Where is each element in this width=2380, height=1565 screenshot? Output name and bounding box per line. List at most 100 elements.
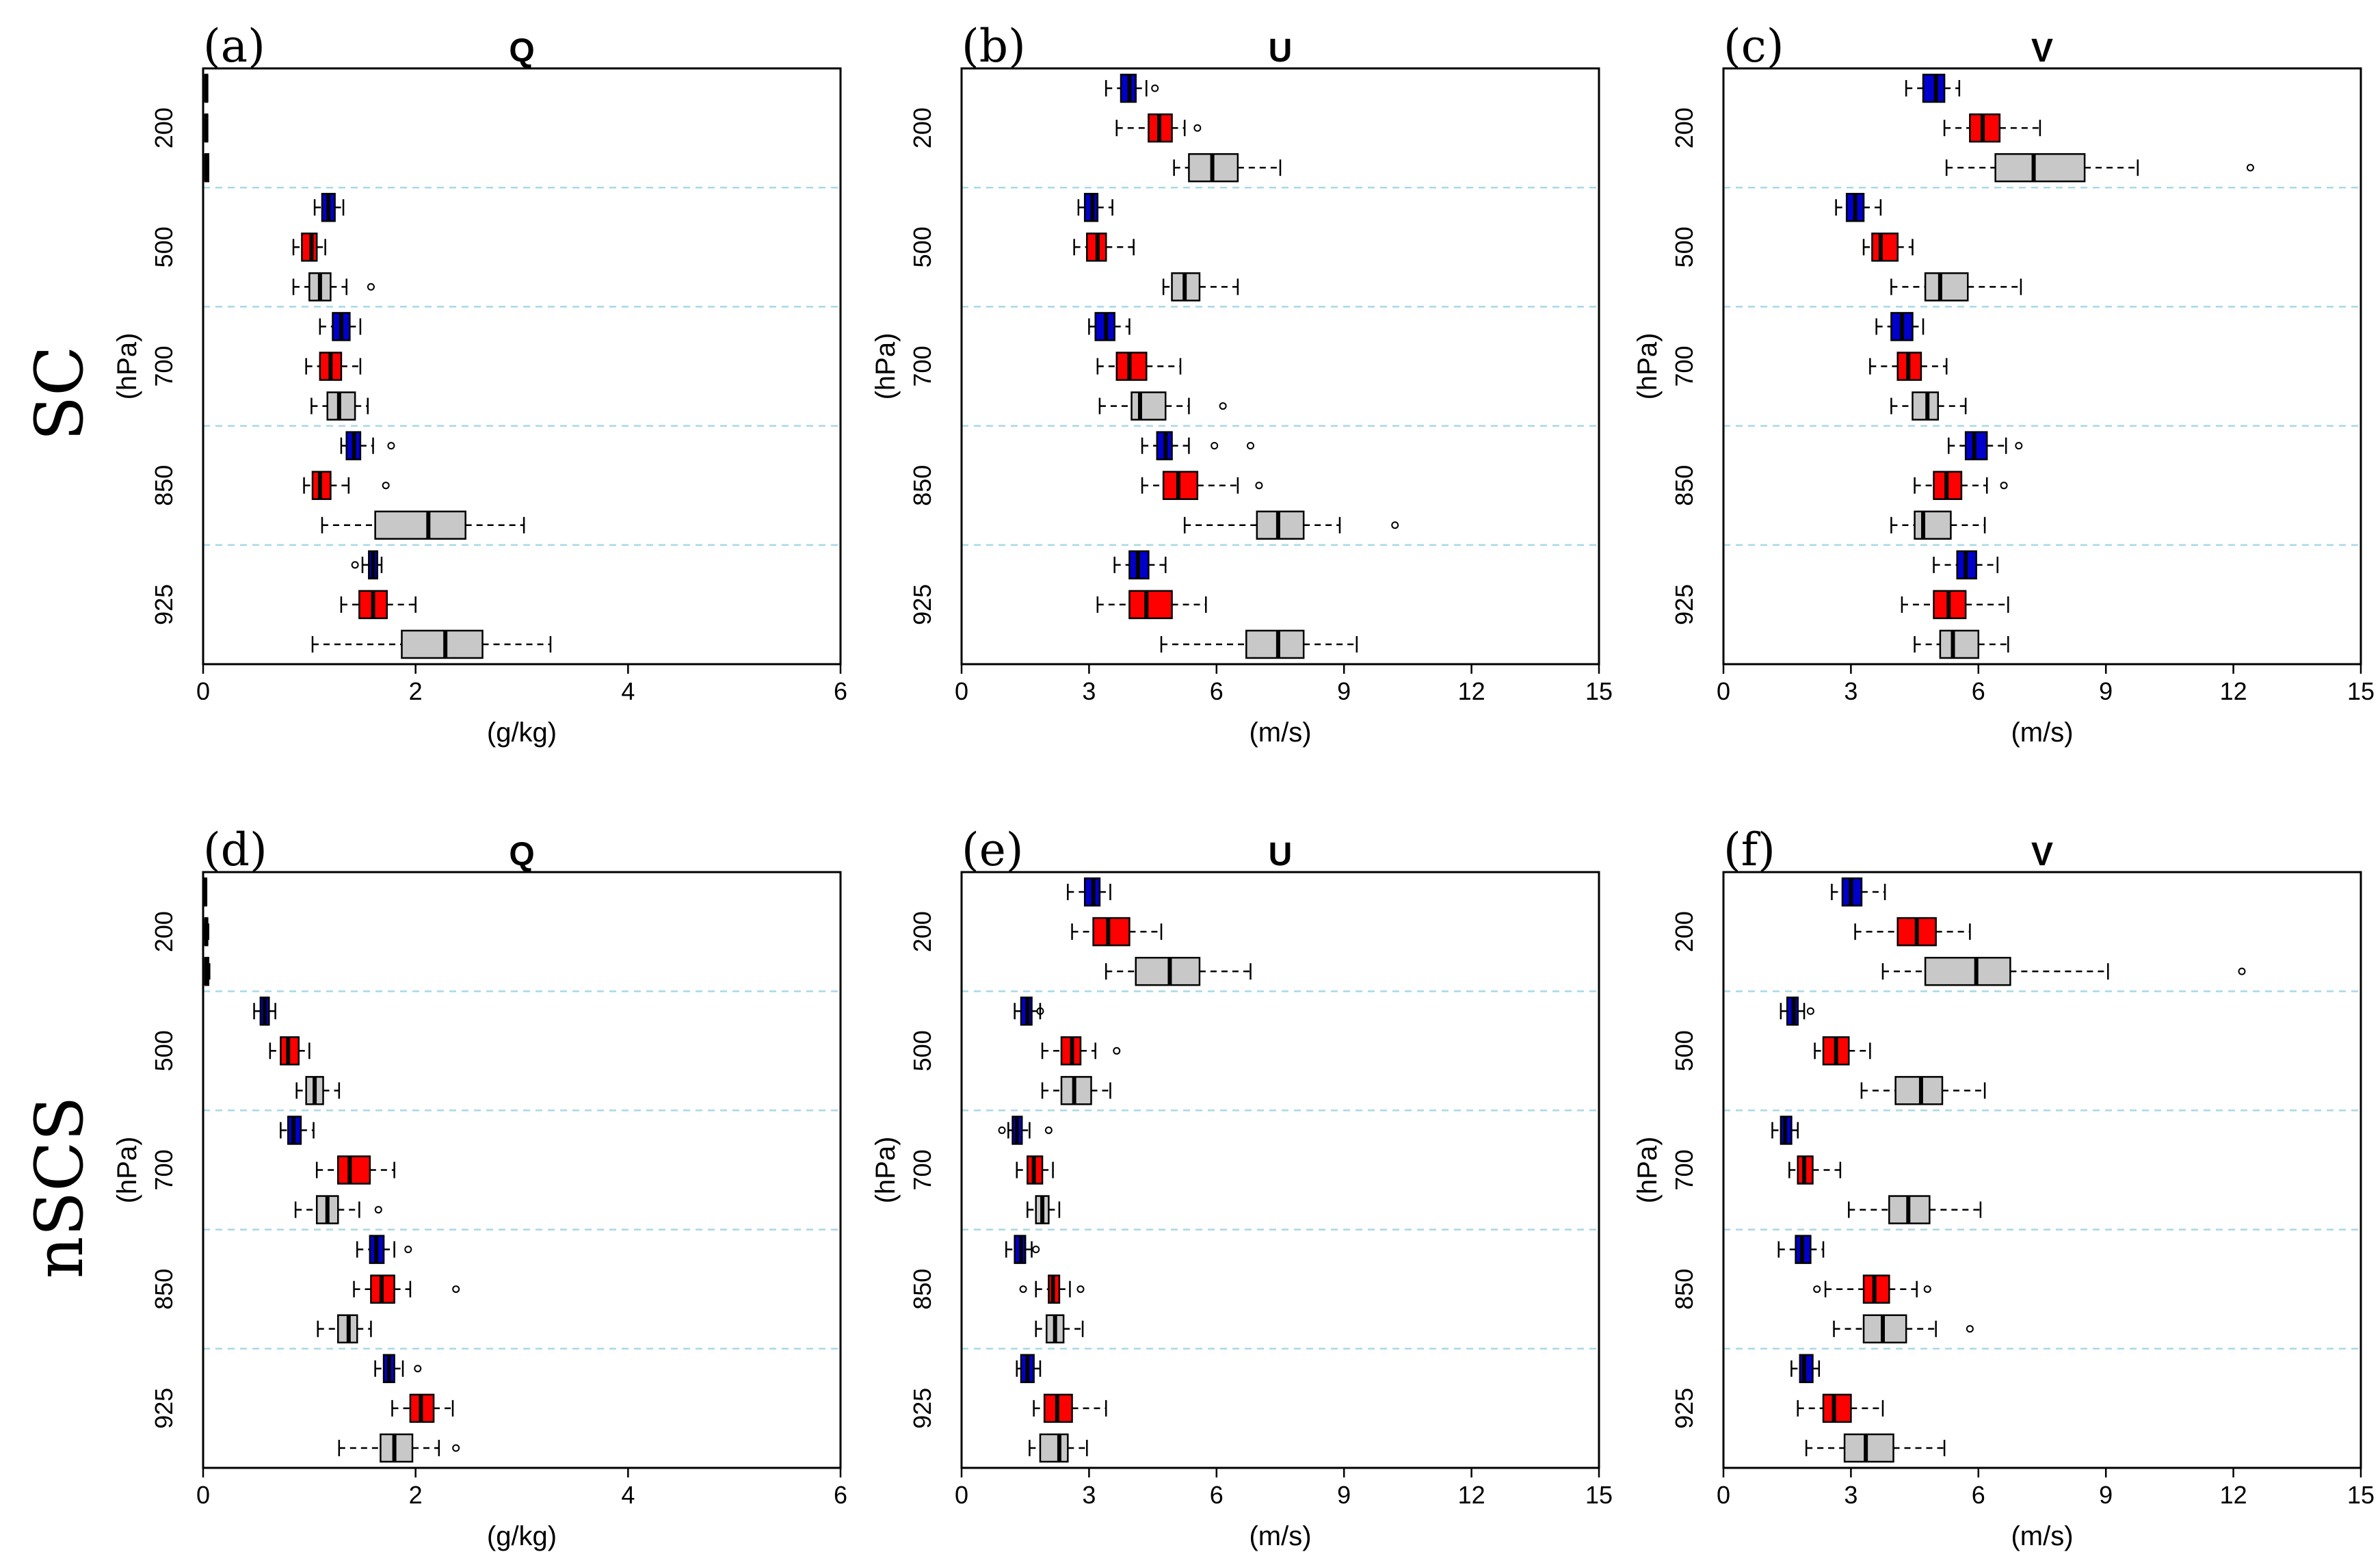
outlier-point <box>1813 1285 1821 1293</box>
box-850-blue <box>1948 431 2023 460</box>
panel-tag: (d) <box>203 824 267 876</box>
box-925-grey <box>1805 1433 1946 1463</box>
box-850-blue <box>1777 1235 1825 1264</box>
panel-e: 200 500 700 850 925 0 3 6 9 12 15 (m/s) (hPa) U (e) <box>871 824 1613 1551</box>
box-200-blue <box>204 73 209 103</box>
box-700-grey <box>1890 391 1967 421</box>
outlier-point <box>1806 1007 1814 1015</box>
box-700-red <box>1016 1155 1054 1185</box>
box-850-red <box>1813 1274 1931 1304</box>
x-tick-label: 3 <box>1082 1481 1096 1509</box>
outlier-point <box>1966 1325 1974 1333</box>
x-tick-label: 0 <box>196 677 210 705</box>
box-500-blue <box>1014 996 1044 1026</box>
box-200-grey <box>1173 153 1282 183</box>
iqr-box <box>1256 510 1305 540</box>
box-200-grey <box>1881 956 2246 986</box>
box-850-blue <box>1005 1235 1040 1264</box>
box-500-grey <box>1041 1076 1111 1105</box>
y-tick-label: 925 <box>150 584 178 625</box>
outlier-point <box>1255 482 1263 490</box>
outlier-point <box>2246 163 2254 172</box>
iqr-box <box>380 1433 414 1463</box>
iqr-box <box>337 1155 371 1185</box>
box-200-blue <box>1067 877 1111 907</box>
iqr-box <box>1822 1393 1852 1423</box>
x-tick-label: 0 <box>955 1481 968 1509</box>
x-axis-label: (m/s) <box>1249 718 1311 748</box>
iqr-box <box>1128 590 1173 620</box>
box-500-grey <box>1890 272 2022 302</box>
outlier-point <box>367 282 375 291</box>
box-850-grey <box>1183 510 1399 540</box>
box-925-blue <box>1933 550 1999 580</box>
box-500-red <box>1041 1036 1121 1066</box>
x-tick-label: 15 <box>2347 677 2375 705</box>
y-axis-label: (hPa) <box>871 1137 901 1204</box>
plot-frame <box>1722 871 2362 1469</box>
box-925-red <box>340 590 416 620</box>
x-tick-label: 0 <box>1717 1481 1730 1509</box>
box-850-blue <box>340 431 395 460</box>
box-200-grey <box>1945 153 2254 183</box>
y-axis-label: (hPa) <box>1632 1137 1663 1204</box>
box-500-grey <box>292 272 375 302</box>
y-tick-label: 500 <box>150 1030 178 1071</box>
iqr-box <box>1115 352 1148 381</box>
panel-tag: (a) <box>203 20 265 73</box>
x-tick-label: 3 <box>1844 1481 1857 1509</box>
box-500-blue <box>1780 996 1814 1026</box>
x-tick-label: 12 <box>2220 677 2247 705</box>
iqr-box <box>301 233 318 262</box>
plot-frame <box>960 871 1600 1469</box>
iqr-box <box>1969 113 2001 143</box>
iqr-box <box>1912 391 1940 421</box>
box-850-grey <box>1890 510 1986 540</box>
x-tick-label: 0 <box>1717 677 1730 705</box>
outlier-point <box>387 442 395 450</box>
x-tick-label: 2 <box>409 677 423 705</box>
y-tick-label: 500 <box>150 226 178 267</box>
box-500-grey <box>1860 1076 1986 1105</box>
x-tick-label: 12 <box>1458 1481 1485 1509</box>
box-200-red <box>203 917 210 947</box>
y-tick-label: 925 <box>1670 584 1698 625</box>
box-700-grey <box>1848 1195 1982 1224</box>
panel-c: 200 500 700 850 925 0 3 6 9 12 15 (m/s) (hPa) V (c) <box>1632 20 2375 748</box>
iqr-box <box>1060 1076 1092 1105</box>
outlier-point <box>1211 442 1219 450</box>
x-tick-label: 3 <box>1082 677 1096 705</box>
y-tick-label: 200 <box>150 107 178 148</box>
outlier-point <box>2238 967 2246 975</box>
iqr-box <box>1245 629 1305 659</box>
iqr-box <box>1799 1354 1814 1384</box>
box-925-red <box>391 1393 454 1423</box>
iqr-box <box>1862 1314 1907 1344</box>
box-200-grey <box>204 153 210 183</box>
y-tick-label: 850 <box>1670 465 1698 506</box>
box-200-red <box>1115 113 1202 143</box>
box-925-grey <box>338 1433 460 1463</box>
panel-tag: (c) <box>1723 20 1784 73</box>
y-tick-label: 200 <box>1670 107 1698 148</box>
y-tick-label: 850 <box>1670 1269 1698 1310</box>
box-500-blue <box>1077 192 1113 222</box>
y-tick-label: 925 <box>1670 1388 1698 1429</box>
box-200-blue <box>1831 877 1886 907</box>
x-tick-label: 12 <box>2220 1481 2247 1509</box>
outlier-point <box>2015 442 2023 450</box>
x-tick-label: 9 <box>2099 677 2113 705</box>
box-500-red <box>292 233 326 262</box>
box-700-grey <box>310 391 369 421</box>
box-850-blue <box>356 1235 412 1264</box>
panel-f: 200 500 700 850 925 0 3 6 9 12 15 (m/s) (hPa) V (f) <box>1632 824 2375 1551</box>
iqr-box <box>1939 629 1980 659</box>
box-200-blue <box>1905 73 1961 103</box>
y-tick-label: 700 <box>908 345 936 386</box>
box-925-blue <box>1790 1354 1821 1384</box>
panel-title: V <box>2031 33 2053 69</box>
outlier-point <box>351 561 359 569</box>
box-850-red <box>303 471 390 500</box>
iqr-box <box>1922 73 1946 103</box>
